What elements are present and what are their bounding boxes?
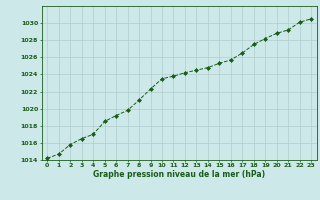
X-axis label: Graphe pression niveau de la mer (hPa): Graphe pression niveau de la mer (hPa) xyxy=(93,170,265,179)
